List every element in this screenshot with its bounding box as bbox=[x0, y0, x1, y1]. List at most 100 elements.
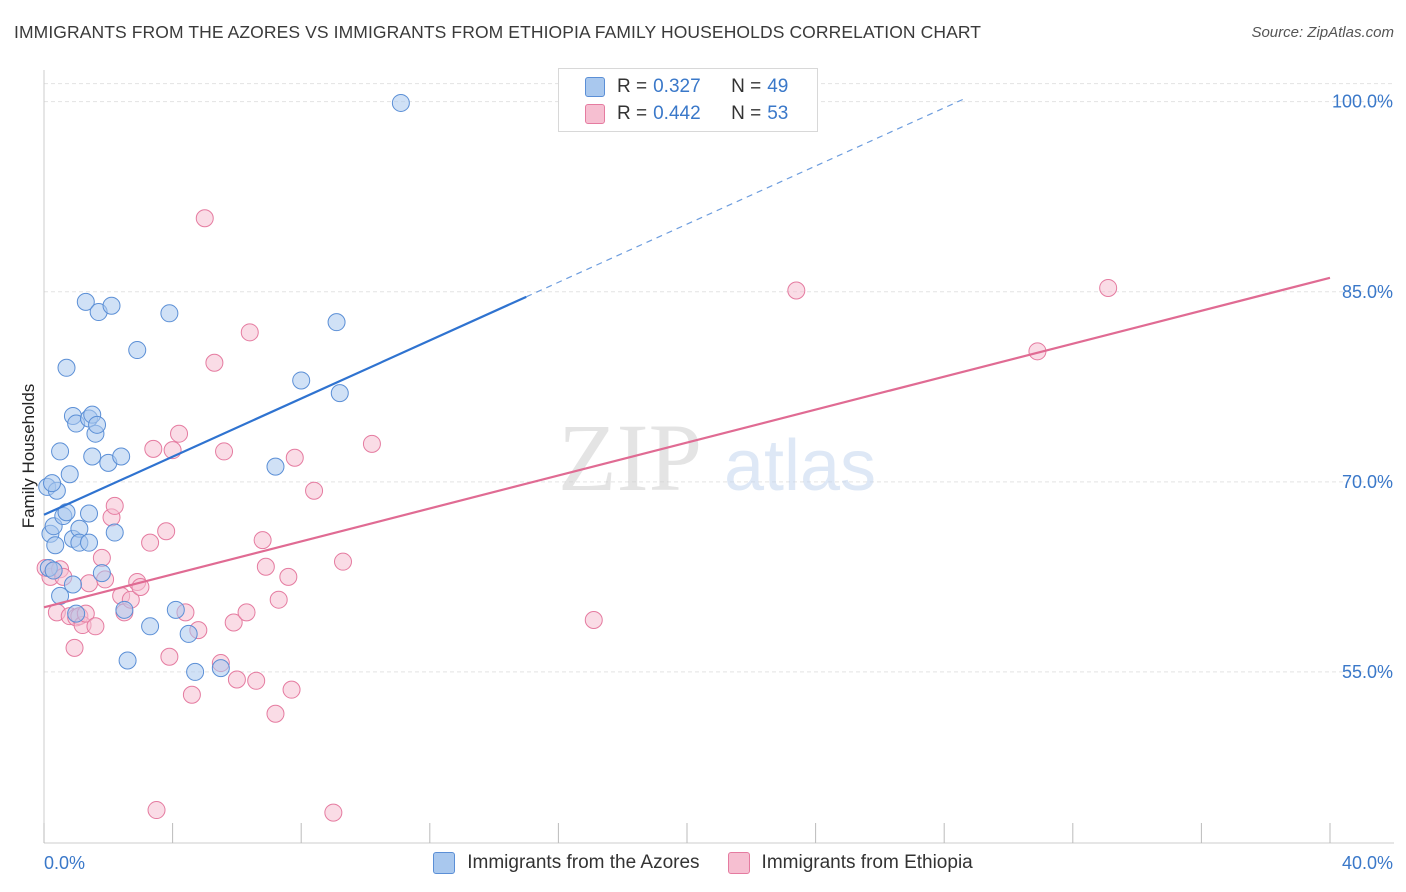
azores-point-8 bbox=[57, 358, 76, 377]
ethiopia-point-50 bbox=[324, 803, 343, 822]
azores-point-37 bbox=[166, 600, 185, 619]
ethiopia-point-40 bbox=[240, 323, 259, 342]
stats-legend: R = 0.327 N = 49 R = 0.442 N = 53 bbox=[558, 68, 818, 132]
y-axis-label: Family Households bbox=[19, 384, 38, 529]
ethiopia-point-37 bbox=[224, 613, 243, 632]
n-value: 49 bbox=[767, 76, 789, 97]
chart-title: IMMIGRANTS FROM THE AZORES VS IMMIGRANTS… bbox=[14, 22, 982, 42]
azores-point-45 bbox=[391, 93, 410, 112]
azores-point-47 bbox=[44, 561, 63, 580]
ethiopia-point-27 bbox=[160, 647, 179, 666]
azores-point-48 bbox=[43, 474, 62, 493]
azores-point-35 bbox=[141, 617, 160, 636]
ethiopia-point-41 bbox=[247, 671, 266, 690]
ethiopia-point-25 bbox=[147, 801, 166, 820]
azores-point-29 bbox=[102, 296, 121, 315]
x-tick-label-1: 40.0% bbox=[1342, 853, 1393, 873]
azores-point-5 bbox=[51, 442, 70, 461]
source-label: Source: ZipAtlas.com bbox=[1251, 24, 1394, 41]
n-label: N = bbox=[731, 103, 762, 124]
stats-row-azores: R = 0.327 N = 49 bbox=[585, 75, 788, 99]
ethiopia-point-33 bbox=[195, 209, 214, 228]
tick-labels: 55.0% 70.0% 85.0% 100.0% 0.0% 40.0% bbox=[44, 92, 1393, 873]
ethiopia-point-36 bbox=[215, 442, 234, 461]
azores-point-10 bbox=[60, 465, 79, 484]
azores-swatch bbox=[585, 77, 605, 97]
n-value: 53 bbox=[767, 103, 789, 124]
legend-label-azores: Immigrants from the Azores bbox=[467, 852, 700, 873]
ethiopia-point-49 bbox=[305, 481, 324, 500]
azores-point-18 bbox=[76, 292, 95, 311]
x-tick-label-0: 0.0% bbox=[44, 853, 85, 873]
ethiopia-point-48 bbox=[285, 448, 304, 467]
watermark: ZIP atlas bbox=[558, 404, 876, 511]
ethiopia-point-34 bbox=[205, 353, 224, 372]
ethiopia-point-26 bbox=[157, 522, 176, 541]
azores-trend-extension bbox=[526, 98, 964, 298]
ethiopia-point-14 bbox=[92, 548, 111, 567]
azores-point-36 bbox=[160, 304, 179, 323]
azores-point-41 bbox=[266, 457, 285, 476]
ethiopia-point-43 bbox=[256, 557, 275, 576]
azores-point-13 bbox=[63, 575, 82, 594]
azores-points bbox=[38, 93, 410, 681]
ethiopia-point-13 bbox=[86, 617, 105, 636]
ethiopia-point-53 bbox=[584, 610, 603, 629]
ethiopia-legend-swatch bbox=[727, 852, 750, 874]
azores-point-25 bbox=[88, 415, 107, 434]
azores-point-32 bbox=[115, 600, 134, 619]
azores-point-6 bbox=[51, 586, 70, 605]
azores-point-27 bbox=[92, 564, 111, 583]
azores-point-34 bbox=[128, 341, 147, 360]
azores-point-42 bbox=[292, 371, 311, 390]
legend-label-ethiopia: Immigrants from Ethiopia bbox=[761, 852, 973, 873]
azores-point-15 bbox=[67, 604, 86, 623]
azores-point-43 bbox=[327, 313, 346, 332]
r-label: R = bbox=[617, 103, 648, 124]
azores-point-31 bbox=[112, 447, 131, 466]
grid-layer bbox=[44, 83, 1394, 673]
azores-trend-line bbox=[43, 295, 527, 516]
ethiopia-trend-line bbox=[43, 276, 1331, 609]
y-tick-label-1: 70.0% bbox=[1342, 472, 1393, 492]
ethiopia-point-52 bbox=[362, 434, 381, 453]
azores-point-20 bbox=[80, 533, 99, 552]
azores-point-23 bbox=[83, 447, 102, 466]
ethiopia-point-51 bbox=[333, 552, 352, 571]
legend-item-azores[interactable]: Immigrants from the Azores bbox=[433, 852, 700, 874]
ethiopia-point-31 bbox=[182, 685, 201, 704]
y-tick-label-0: 55.0% bbox=[1342, 662, 1393, 682]
azores-point-3 bbox=[46, 536, 65, 555]
y-tick-label-3: 100.0% bbox=[1332, 92, 1393, 112]
ethiopia-point-17 bbox=[105, 496, 124, 515]
ethiopia-point-56 bbox=[1099, 278, 1118, 297]
r-value: 0.442 bbox=[653, 103, 701, 124]
ethiopia-point-23 bbox=[141, 533, 160, 552]
axes-layer bbox=[43, 70, 1394, 844]
ethiopia-point-7 bbox=[65, 638, 84, 657]
n-label: N = bbox=[731, 76, 762, 97]
ethiopia-point-29 bbox=[170, 424, 189, 443]
legend-item-ethiopia[interactable]: Immigrants from Ethiopia bbox=[727, 852, 973, 874]
azores-point-44 bbox=[330, 384, 349, 403]
ethiopia-point-45 bbox=[269, 590, 288, 609]
ethiopia-point-39 bbox=[237, 603, 256, 622]
ethiopia-point-24 bbox=[144, 439, 163, 458]
r-value: 0.327 bbox=[653, 76, 701, 97]
ethiopia-point-42 bbox=[253, 531, 272, 550]
azores-point-33 bbox=[118, 651, 137, 670]
azores-point-39 bbox=[186, 662, 205, 681]
azores-legend-swatch bbox=[433, 852, 456, 874]
ethiopia-point-47 bbox=[282, 680, 301, 699]
azores-point-30 bbox=[105, 523, 124, 542]
ethiopia-points bbox=[36, 209, 1118, 822]
azores-point-40 bbox=[211, 659, 230, 678]
azores-point-38 bbox=[179, 624, 198, 643]
ethiopia-swatch bbox=[585, 104, 605, 124]
ethiopia-point-46 bbox=[279, 567, 298, 586]
ethiopia-point-38 bbox=[227, 670, 246, 689]
stats-row-ethiopia: R = 0.442 N = 53 bbox=[585, 102, 788, 126]
ethiopia-point-44 bbox=[266, 704, 285, 723]
trend-lines bbox=[43, 98, 1331, 609]
